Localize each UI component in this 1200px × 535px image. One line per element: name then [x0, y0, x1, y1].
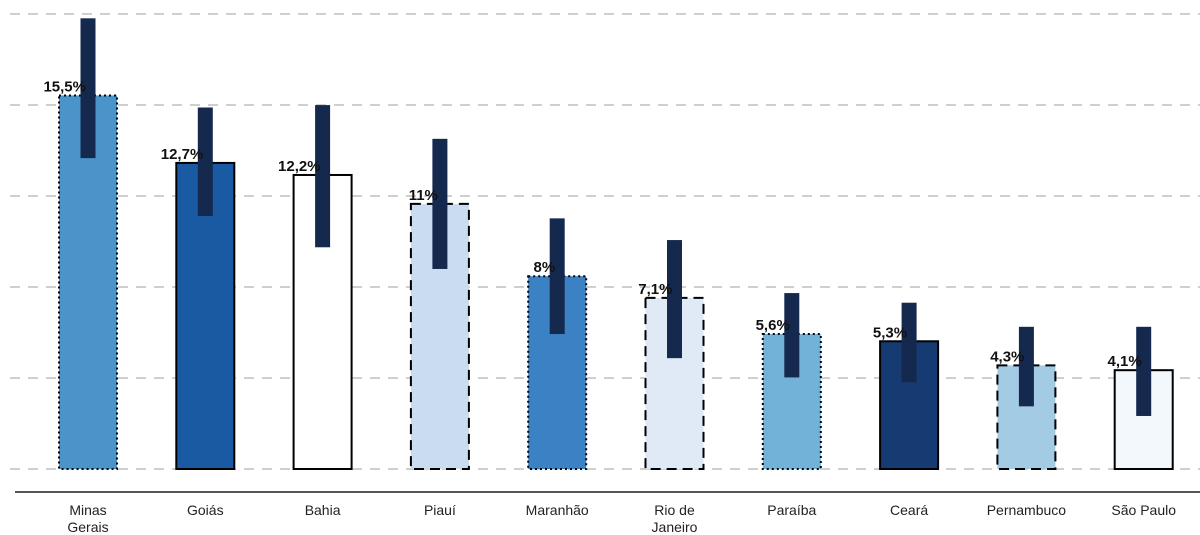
- value-label: 4,1%: [1107, 353, 1141, 370]
- category-label: Minas Gerais: [67, 502, 108, 535]
- error-bar: [315, 105, 331, 248]
- error-bar: [197, 107, 213, 216]
- category-label: Paraíba: [767, 502, 816, 518]
- value-label: 4,3%: [990, 348, 1024, 365]
- error-bar: [1136, 326, 1152, 416]
- category-label: São Paulo: [1111, 502, 1176, 518]
- value-label: 8%: [534, 259, 556, 276]
- error-bar: [80, 18, 96, 159]
- error-bar: [901, 302, 917, 383]
- category-label: Maranhão: [526, 502, 589, 518]
- error-bar: [1018, 326, 1034, 407]
- category-label: Goiás: [187, 502, 224, 518]
- category-label: Rio de Janeiro: [652, 502, 698, 535]
- category-label: Ceará: [890, 502, 928, 518]
- error-bar: [549, 218, 565, 335]
- error-bar: [784, 293, 800, 378]
- category-labels: Minas Gerais Goiás Bahia Piauí Maranhão Rio de…: [67, 502, 1176, 535]
- value-label: 15,5%: [43, 78, 86, 95]
- category-label: Pernambuco: [987, 502, 1067, 518]
- value-label: 12,2%: [278, 158, 321, 175]
- value-labels: 15,5% 12,7% 12,2% 11% 8% 7,1% 5,6% 5,3% 4,3% 4,1%: [43, 78, 1141, 370]
- value-label: 5,3%: [873, 324, 907, 341]
- value-label: 12,7%: [161, 146, 204, 163]
- error-bar: [432, 138, 448, 269]
- value-label: 11%: [409, 187, 438, 204]
- value-label: 7,1%: [638, 281, 672, 298]
- bars: [58, 94, 1174, 471]
- category-label: Bahia: [305, 502, 341, 518]
- error-bars: [80, 18, 1152, 416]
- value-label: 5,6%: [756, 317, 790, 334]
- error-bar: [667, 240, 682, 359]
- category-label: Piauí: [424, 502, 456, 518]
